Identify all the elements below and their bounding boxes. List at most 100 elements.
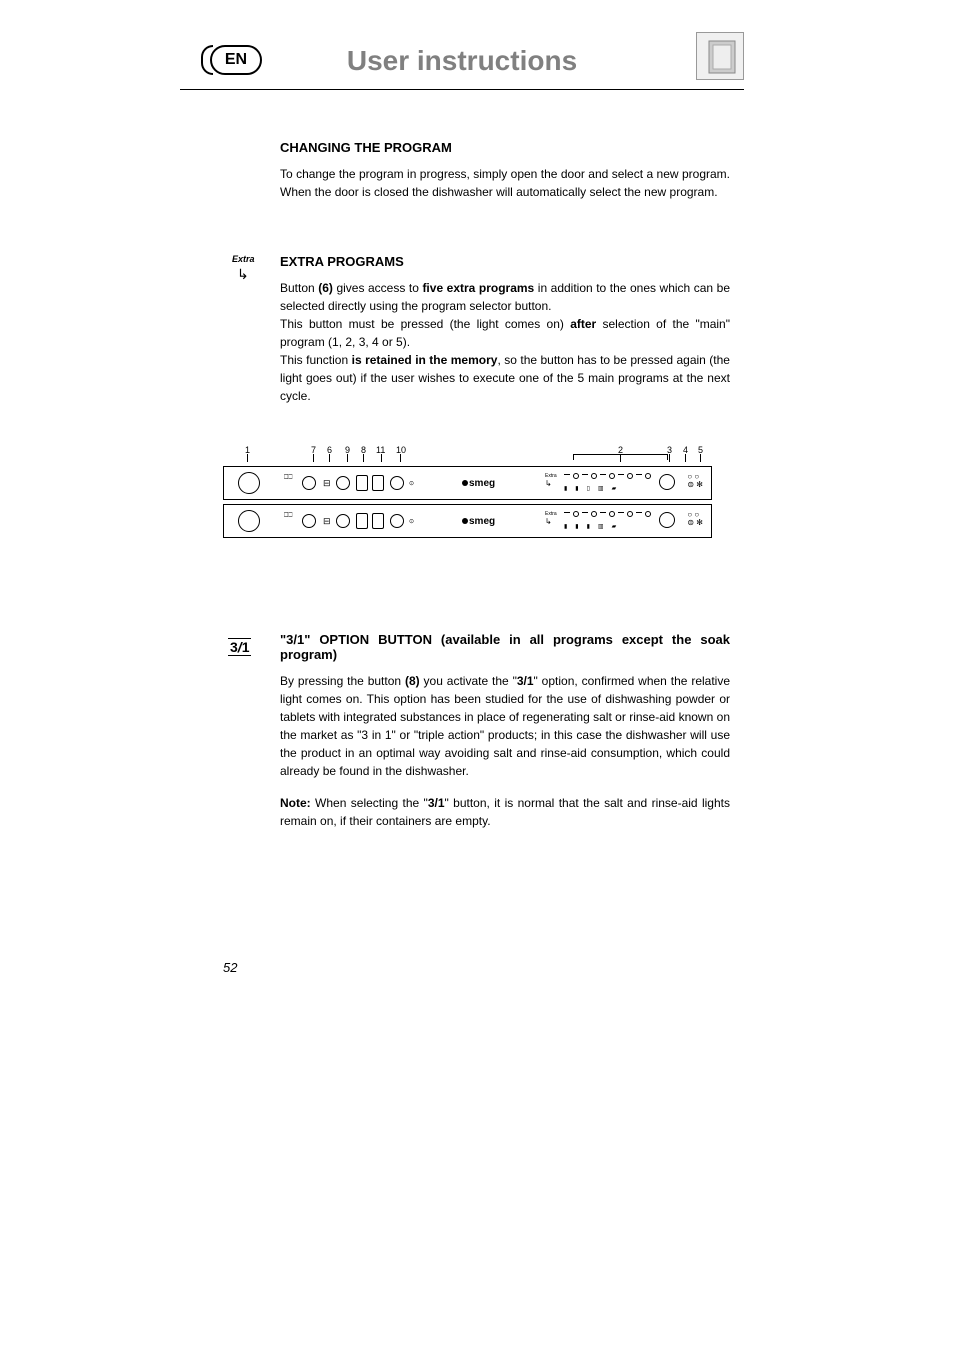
t: Button [280,281,318,295]
section-changing-program: CHANGING THE PROGRAM To change the progr… [280,140,730,215]
changing-body: To change the program in progress, simpl… [280,165,730,201]
led-icon [573,511,579,517]
option31-title: "3/1" OPTION BUTTON (available in all pr… [280,632,730,662]
t: When selecting the " [311,796,428,810]
t: " option, confirmed when the relative li… [280,674,730,778]
section-31-option: "3/1" OPTION BUTTON (available in all pr… [280,632,730,844]
t: five extra programs [422,281,534,295]
btn-icon [356,513,368,529]
led-icon [645,511,651,517]
indicator-lights: ○ ○⊜ ✻ [687,473,703,489]
page-number: 52 [223,960,237,975]
extra-margin-label: Extra [232,254,255,264]
t: after [570,317,596,331]
led-icon [627,473,633,479]
indicator-lights: ○ ○⊜ ✻ [687,511,703,527]
option31-p1: By pressing the button (8) you activate … [280,672,730,780]
tick [329,454,330,462]
led-icon [609,511,615,517]
led-icon [591,511,597,517]
t: you activate the " [420,674,517,688]
disp-icon: ⎕⎕ [284,512,292,520]
tick [685,454,686,462]
dash [636,474,642,475]
brand-logo: smeg [462,478,495,489]
selector-knob-icon [659,512,675,528]
led-icon [609,473,615,479]
tick [400,454,401,462]
dash [564,474,570,475]
control-panel-diagram: 1 7 6 9 8 11 10 2 3 4 5 ⎕⎕ [223,440,712,538]
btn-icon [336,514,350,528]
panel-variant-1: ⎕⎕ ⊟ ⊙ smeg Extra ↳ ▮▮▯▥▰ ○ ○⊜ ✻ [223,466,712,500]
dash [600,474,606,475]
btn-icon [372,475,384,491]
manual-icon [696,32,744,80]
t: This button must be pressed (the light c… [280,317,570,331]
btn-icon [390,476,404,490]
lbl-10: 10 [396,445,406,455]
btn-icon [302,476,316,490]
extra-title: EXTRA PROGRAMS [280,254,730,269]
btn-icon [336,476,350,490]
btn-icon [302,514,316,528]
t: Note: [280,796,311,810]
tick [363,454,364,462]
bracket [573,454,668,460]
tick [247,454,248,462]
panel-variant-2: ⎕⎕ ⊟ ⊙ smeg Extra ↳ ▮▮▮▥▰ ○ ○⊜ ✻ [223,504,712,538]
extra-p1: Button (6) gives access to five extra pr… [280,279,730,405]
page: EN User instructions CHANGING THE PROGRA… [0,0,954,1351]
btn-icon [356,475,368,491]
half-load-icon: ⊟ [323,478,331,489]
tick [700,454,701,462]
program-leds [564,511,651,517]
power-knob-icon [238,472,260,494]
t: (6) [318,281,333,295]
brand-logo: smeg [462,516,495,527]
tick [347,454,348,462]
language-badge: EN [210,45,262,75]
led-icon [627,511,633,517]
program-leds [564,473,651,479]
clock-icon: ⊙ [409,518,414,525]
dash [618,512,624,513]
selector-knob-icon [659,474,675,490]
arrow-icon: ↳ [545,517,552,526]
t: is retained in the memory [352,353,498,367]
half-load-icon: ⊟ [323,516,331,527]
t: 3/1 [428,796,445,810]
tick [669,454,670,462]
section-extra-programs: EXTRA PROGRAMS Button (6) gives access t… [280,254,730,419]
prog-icons-row: ▮▮▯▥▰ [564,485,624,492]
led-icon [645,473,651,479]
dash [618,474,624,475]
t: gives access to [333,281,423,295]
dash [600,512,606,513]
t: (8) [405,674,420,688]
arrow-icon: ↳ [545,479,552,488]
dash [564,512,570,513]
diagram-number-labels: 1 7 6 9 8 11 10 2 3 4 5 [223,440,712,462]
led-icon [591,473,597,479]
power-knob-icon [238,510,260,532]
page-header: EN User instructions [180,20,744,90]
t: 3/1 [517,674,534,688]
disp-icon: ⎕⎕ [284,474,292,482]
dash [582,512,588,513]
option-31-margin-label: 3/1 [228,638,251,656]
language-code: EN [225,51,247,69]
changing-title: CHANGING THE PROGRAM [280,140,730,155]
extra-arrow-icon: ↳ [237,266,249,283]
btn-icon [372,513,384,529]
btn-icon [390,514,404,528]
prog-icons-row: ▮▮▮▥▰ [564,523,624,530]
led-icon [573,473,579,479]
t: By pressing the button [280,674,405,688]
option31-p2: Note: When selecting the "3/1" button, i… [280,794,730,830]
tick [381,454,382,462]
dash [636,512,642,513]
clock-icon: ⊙ [409,480,414,487]
tick [313,454,314,462]
dash [582,474,588,475]
